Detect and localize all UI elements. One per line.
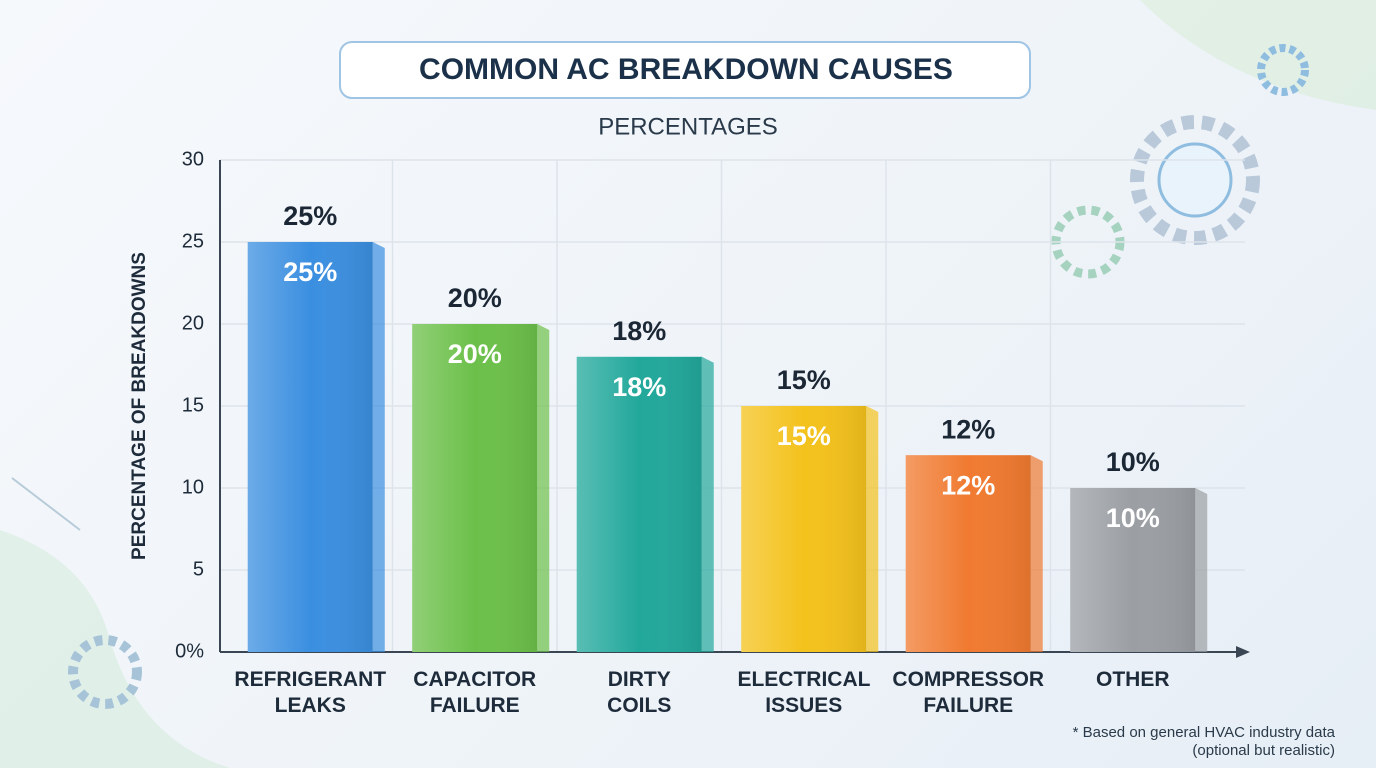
x-axis-arrow <box>1236 646 1250 658</box>
bar-side <box>1030 455 1043 652</box>
y-tick-label: 5 <box>193 558 204 580</box>
bar-side <box>701 356 714 652</box>
x-tick-label: DIRTY COILS <box>607 668 672 717</box>
decor-blob <box>1140 0 1376 110</box>
bar-shine <box>741 406 867 652</box>
value-label-inner: 18% <box>612 372 666 402</box>
title-box <box>339 41 1031 99</box>
x-tick-label: REFRIGERANT LEAKS <box>234 668 387 717</box>
value-label: 15% <box>777 365 831 395</box>
bar-side <box>537 324 550 652</box>
value-label-inner: 12% <box>941 470 995 500</box>
decor-gear <box>1257 44 1309 96</box>
value-label: 10% <box>1106 447 1160 477</box>
bar-side <box>372 242 385 652</box>
decor-blob <box>0 530 230 768</box>
bar-shine <box>576 356 702 652</box>
bar-shine <box>1070 488 1196 652</box>
decor-line <box>11 477 81 531</box>
chart-title: COMMON AC BREAKDOWN CAUSES <box>419 53 953 86</box>
value-label: 20% <box>448 283 502 313</box>
bar-side <box>866 406 879 652</box>
y-tick-label: 0% <box>175 640 204 662</box>
decor-gear <box>1130 115 1260 245</box>
y-tick-label: 15 <box>182 394 204 416</box>
y-tick-label: 20 <box>182 312 204 334</box>
bar-side <box>1195 488 1208 652</box>
value-label-inner: 10% <box>1106 503 1160 533</box>
footnote: * Based on general HVAC industry data <box>1073 724 1336 741</box>
value-label-inner: 15% <box>777 421 831 451</box>
y-tick-label: 10 <box>182 476 204 498</box>
x-tick-label: OTHER <box>1096 668 1170 691</box>
bar-shine <box>905 455 1031 652</box>
decor-gear <box>68 635 142 709</box>
x-tick-label: COMPRESSOR FAILURE <box>892 668 1045 717</box>
value-label: 25% <box>283 201 337 231</box>
footnote: (optional but realistic) <box>1192 742 1335 759</box>
x-tick-label: CAPACITOR FAILURE <box>413 668 537 717</box>
chart-subtitle: PERCENTAGES <box>598 113 778 140</box>
bar-shine <box>412 324 538 652</box>
bar-shine <box>247 242 373 652</box>
value-label-inner: 25% <box>283 257 337 287</box>
y-tick-label: 30 <box>182 148 204 170</box>
value-label-inner: 20% <box>448 339 502 369</box>
x-tick-label: ELECTRICAL ISSUES <box>737 668 871 717</box>
value-label: 12% <box>941 414 995 444</box>
y-tick-label: 25 <box>182 230 204 252</box>
decor-gear <box>1157 142 1233 218</box>
value-label: 18% <box>612 316 666 346</box>
y-axis-label: PERCENTAGE OF BREAKDOWNS <box>129 252 150 560</box>
